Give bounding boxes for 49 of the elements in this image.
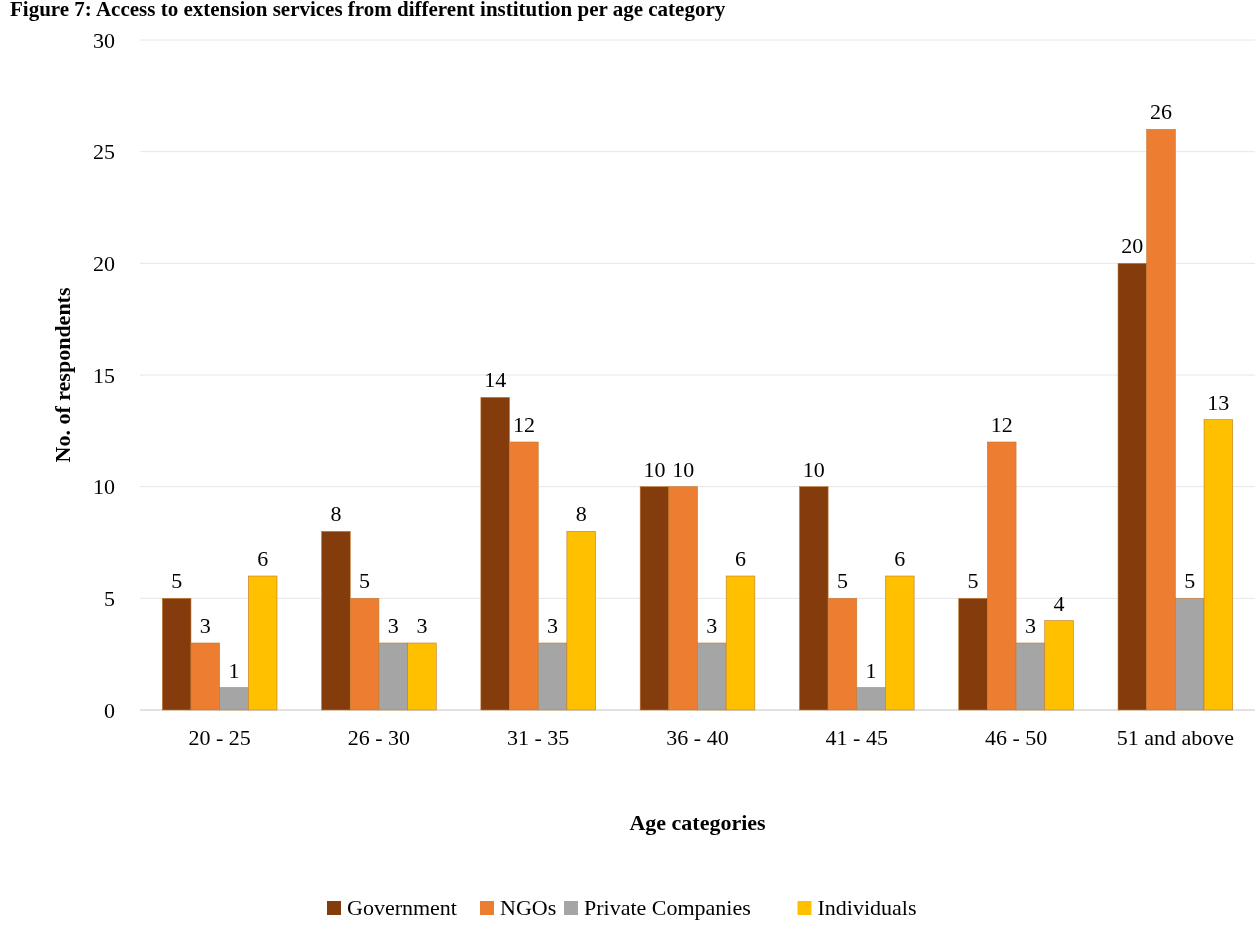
data-label: 1	[228, 657, 240, 683]
data-label: 3	[1024, 613, 1036, 638]
data-label: 6	[257, 546, 269, 571]
data-label: 1	[865, 657, 877, 683]
x-tick-label: 41 - 45	[825, 725, 888, 750]
x-tick-label: 31 - 35	[507, 725, 570, 750]
y-tick-label: 30	[93, 27, 115, 53]
x-axis-title: Age categories	[629, 810, 767, 835]
x-tick-label: 26 - 30	[347, 725, 411, 750]
y-tick-label: 20	[93, 251, 115, 277]
data-label: 3	[547, 613, 559, 638]
data-label: 10	[802, 456, 825, 482]
data-label: 6	[894, 546, 906, 571]
legend-label: Government	[347, 895, 457, 920]
data-label: 26	[1150, 99, 1173, 125]
x-tick-label: 46 - 50	[984, 725, 1048, 750]
legend-label: Private Companies	[584, 895, 751, 920]
data-label: 3	[199, 613, 211, 638]
data-label: 10	[643, 456, 666, 482]
data-label: 5	[359, 568, 371, 594]
data-label: 3	[387, 613, 399, 638]
data-label: 4	[1053, 590, 1065, 616]
legend-label: Individuals	[817, 895, 917, 920]
data-label: 12	[990, 412, 1013, 437]
data-label: 20	[1121, 233, 1144, 259]
x-tick-label: 20 - 25	[188, 725, 251, 750]
y-tick-label: 10	[93, 474, 115, 500]
x-tick-label: 51 and above	[1116, 725, 1235, 750]
data-label: 13	[1207, 389, 1230, 415]
y-tick-label: 0	[104, 697, 115, 723]
data-label: 5	[1184, 568, 1196, 594]
data-label: 14	[484, 367, 507, 393]
data-label: 8	[575, 501, 587, 527]
data-label: 3	[416, 613, 428, 638]
data-label: 10	[672, 456, 695, 482]
data-label: 8	[330, 501, 342, 527]
chart-title: Figure 7: Access to extension services from different institution per age category	[10, 0, 726, 21]
y-axis-title: No. of respondents	[50, 287, 75, 463]
legend-label: NGOs	[500, 895, 557, 920]
data-label: 12	[512, 412, 535, 437]
data-label: 5	[967, 568, 979, 594]
data-label: 3	[706, 613, 718, 638]
data-label: 5	[836, 568, 848, 594]
data-label: 6	[735, 546, 747, 571]
y-tick-label: 15	[93, 362, 115, 388]
data-label: 5	[171, 568, 183, 594]
x-tick-label: 36 - 40	[666, 725, 729, 750]
y-tick-label: 5	[104, 586, 115, 612]
y-tick-label: 25	[93, 139, 115, 165]
